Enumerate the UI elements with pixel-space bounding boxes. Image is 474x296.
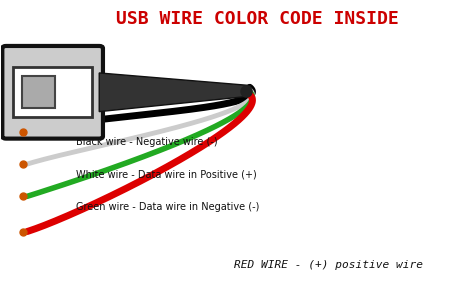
Text: RED WIRE - (+) positive wire: RED WIRE - (+) positive wire bbox=[234, 260, 423, 270]
Text: Green wire - Data wire in Negative (-): Green wire - Data wire in Negative (-) bbox=[76, 202, 259, 212]
Bar bbox=[13, 67, 92, 117]
Text: USB WIRE COLOR CODE INSIDE: USB WIRE COLOR CODE INSIDE bbox=[116, 10, 399, 28]
Polygon shape bbox=[99, 73, 251, 112]
FancyBboxPatch shape bbox=[2, 46, 103, 139]
Bar bbox=[22, 76, 55, 108]
Text: White wire - Data wire in Positive (+): White wire - Data wire in Positive (+) bbox=[76, 169, 257, 179]
Text: Black wire - Negative wire (-): Black wire - Negative wire (-) bbox=[76, 137, 218, 147]
